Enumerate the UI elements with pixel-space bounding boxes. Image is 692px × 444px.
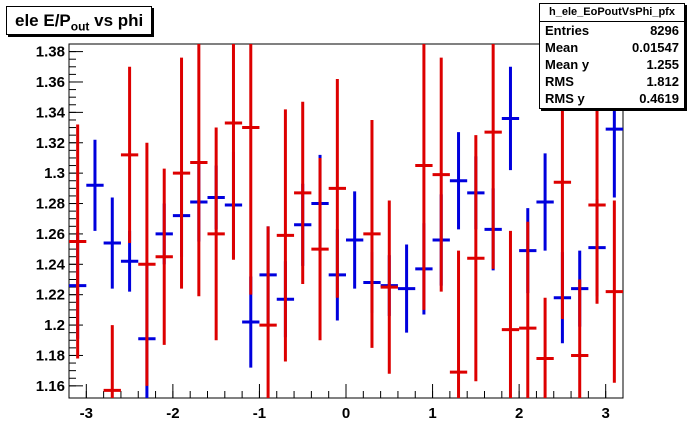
stats-box: h_ele_EoPoutVsPhi_pfx Entries 8296 Mean 0.… <box>539 3 685 109</box>
y-tick-label: 1.38 <box>36 44 65 61</box>
data-point-blue <box>501 66 520 171</box>
data-point-blue <box>397 244 416 333</box>
data-point-red <box>432 57 450 292</box>
y-tick-label: 1.2 <box>44 317 65 334</box>
stats-label: RMS y <box>545 91 585 106</box>
y-tick-label: 1.18 <box>36 347 65 364</box>
stats-value: 8296 <box>650 23 679 38</box>
histogram-name: h_ele_EoPoutVsPhi_pfx <box>540 4 684 22</box>
y-tick-label: 1.3 <box>44 165 65 182</box>
stats-row: Mean 0.01547 <box>540 39 684 56</box>
y-tick-label: 1.22 <box>36 287 65 304</box>
axis-tick-labels: 1.16 1.18 1.2 1.22 1.24 1.26 1.28 1.3 1.32 1.34 1.… <box>36 44 610 422</box>
data-point-red <box>120 66 139 244</box>
chart-title-main: ele E/P <box>15 11 71 30</box>
y-tick-label: 1.32 <box>36 135 65 152</box>
data-point-red <box>138 142 156 386</box>
data-point-red <box>484 44 502 269</box>
data-point-blue <box>103 197 121 289</box>
x-tick-label: 0 <box>342 405 350 422</box>
y-tick-label: 1.16 <box>36 378 65 395</box>
data-point-red <box>242 44 260 295</box>
data-point-red <box>172 57 191 289</box>
stats-value: 1.812 <box>646 74 679 89</box>
data-point-red <box>224 44 243 260</box>
data-point-red <box>190 44 208 297</box>
x-tick-label: 2 <box>515 405 523 422</box>
data-point-red <box>501 230 520 398</box>
data-point-red <box>467 135 485 382</box>
stats-label: Mean y <box>545 57 590 72</box>
data-point-red <box>276 109 295 362</box>
data-point-red <box>103 325 121 398</box>
stats-value: 1.255 <box>646 57 679 72</box>
data-point-blue <box>346 191 364 289</box>
data-point-red <box>363 119 381 348</box>
x-tick-label: -1 <box>253 405 266 422</box>
data-point-red <box>155 168 173 345</box>
data-point-red <box>294 101 312 285</box>
stats-value: 0.01547 <box>632 40 679 55</box>
stats-label: Entries <box>545 23 590 38</box>
stats-row: Mean y 1.255 <box>540 56 684 73</box>
data-point-red <box>259 226 277 398</box>
data-point-red <box>207 127 225 341</box>
data-point-red <box>536 297 554 398</box>
stats-label: RMS <box>545 74 574 89</box>
data-point-red <box>380 200 398 374</box>
chart-title-subscript: out <box>70 19 90 34</box>
stats-label: Mean <box>545 40 579 55</box>
y-tick-label: 1.24 <box>36 256 66 273</box>
axis-ticks <box>68 43 607 398</box>
y-tick-label: 1.34 <box>36 104 66 121</box>
data-point-red <box>605 200 623 383</box>
stats-row: Entries 8296 <box>540 22 684 39</box>
data-point-red <box>311 157 329 341</box>
stats-value: 0.4619 <box>639 91 679 106</box>
data-point-red <box>449 250 468 398</box>
y-tick-label: 1.26 <box>36 226 65 243</box>
data-point-blue <box>86 139 104 231</box>
x-tick-label: -2 <box>166 405 179 422</box>
data-point-red <box>69 124 87 359</box>
y-tick-label: 1.28 <box>36 196 65 213</box>
chart-title: ele E/Pout vs phi <box>6 6 153 35</box>
y-tick-label: 1.36 <box>36 74 65 91</box>
data-point-red <box>588 106 606 304</box>
x-tick-label: 3 <box>602 405 610 422</box>
data-point-red <box>328 78 346 298</box>
data-point-red <box>571 279 589 398</box>
x-tick-label: 1 <box>428 405 436 422</box>
plot-frame <box>68 43 624 399</box>
data-point-red <box>415 44 433 310</box>
data-point-blue <box>536 153 554 251</box>
x-tick-label: -3 <box>80 405 93 422</box>
stats-row: RMS 1.812 <box>540 73 684 90</box>
data-point-blue <box>449 132 468 230</box>
chart-title-rest: vs phi <box>89 11 144 30</box>
stats-row: RMS y 0.4619 <box>540 90 684 107</box>
data-point-red <box>519 221 537 398</box>
